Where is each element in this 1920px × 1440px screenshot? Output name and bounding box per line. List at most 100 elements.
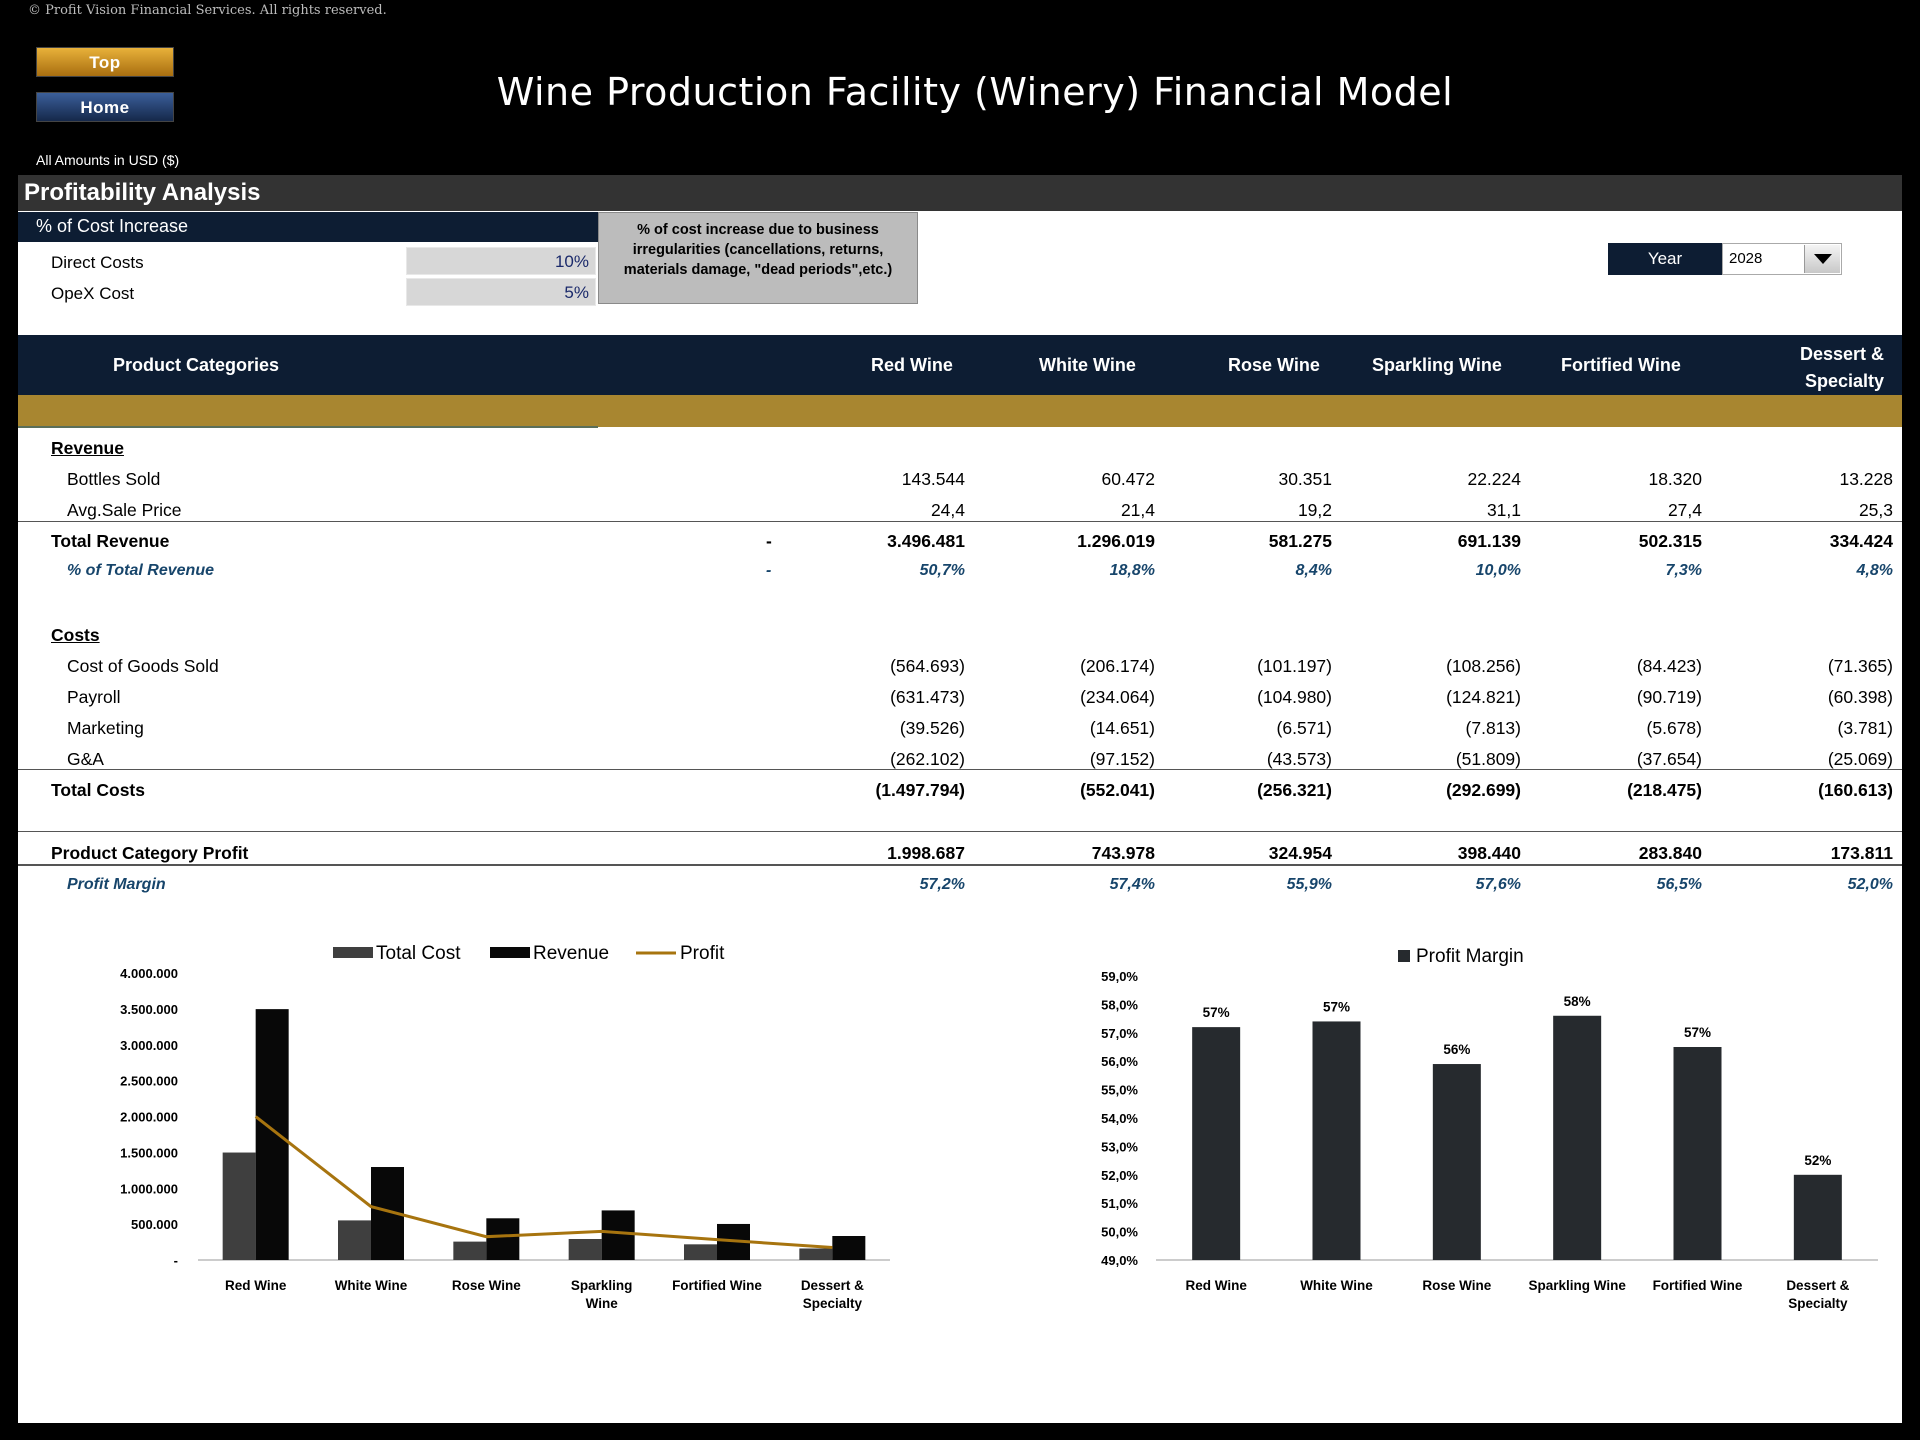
table-cell: 56,5% [1656,876,1702,893]
table-cell: 691.139 [1457,531,1521,551]
row-label: % of Total Revenue [67,562,214,579]
y-tick-label: 49,0% [1101,1253,1138,1268]
cost-increase-heading-text: % of Cost Increase [36,216,189,236]
y-tick-label: - [174,1253,178,1268]
y-tick-label: 2.500.000 [120,1074,178,1089]
y-tick-label: 3.500.000 [120,1002,178,1017]
table-cell: 502.315 [1638,531,1702,551]
header-red-wine: Red Wine [871,355,953,375]
row-divider [18,769,1902,770]
table-row: Payroll (631.473) (234.064) (104.980) (124.8… [18,682,1902,712]
direct-costs-input[interactable]: 10% [406,247,596,275]
table-cell: (25.069) [1827,749,1893,769]
table-cell: 173.811 [1830,843,1893,863]
table-cell: 50,7% [919,562,965,579]
table-row: Marketing (39.526) (14.651) (6.571) (7.813) (… [18,713,1902,743]
row-label: G&A [67,749,104,769]
top-button[interactable]: Top [36,47,174,77]
y-tick-label: 51,0% [1101,1196,1138,1211]
bar-total-cost [453,1241,487,1260]
data-label: 57% [1203,1005,1230,1020]
legend-revenue-swatch [490,947,530,958]
home-button[interactable]: Home [36,92,174,122]
table-row: Bottles Sold 143.544 60.472 30.351 22.224 18.… [18,464,1902,494]
table-cell: (631.473) [890,687,965,707]
row-label: Revenue [51,438,124,458]
table-cell: 25,3 [1858,500,1893,520]
table-header: Product Categories Red Wine White Wine R… [18,335,1902,395]
y-tick-label: 4.000.000 [120,966,178,981]
bar-total-cost [799,1248,833,1260]
table-cell: (256.321) [1257,780,1332,800]
row-label: Marketing [67,718,144,738]
table-cell: 283.840 [1638,843,1702,863]
x-category-label-line: Fortified Wine [672,1278,762,1293]
table-cell: (564.693) [890,656,965,676]
y-tick-label: 3.000.000 [120,1038,178,1053]
data-label: 57% [1684,1025,1711,1040]
table-cell: (5.678) [1646,718,1702,738]
table-cell: 57,6% [1475,876,1521,893]
data-label: 56% [1443,1042,1470,1057]
table-cell: (43.573) [1266,749,1332,769]
table-cell: (3.781) [1837,718,1893,738]
table-cell: (51.809) [1455,749,1521,769]
table-cell: 581.275 [1268,531,1332,551]
table-cell: (84.423) [1636,656,1702,676]
table-cell: (218.475) [1627,780,1702,800]
row-dash: - [766,562,772,579]
x-category-label: White Wine [335,1278,408,1293]
table-row: Revenue [18,433,1902,463]
table-row: Costs [18,620,1902,650]
bar-total-cost [222,1152,256,1260]
y-tick-label: 59,0% [1101,969,1138,984]
x-category-label-line: White Wine [335,1278,408,1293]
table-cell: (104.980) [1257,687,1332,707]
bar-revenue [832,1236,866,1260]
table-cell: (101.197) [1257,656,1332,676]
section-title: Profitability Analysis [24,179,261,206]
profit-line [254,1115,833,1250]
x-category-label: Rose Wine [452,1278,521,1293]
header-product-categories: Product Categories [113,355,280,375]
row-label: Total Revenue [51,531,170,551]
table-cell: 57,2% [919,876,965,893]
opex-cost-label: OpeX Cost [51,284,135,303]
table-cell: (6.571) [1276,718,1332,738]
table-cell: 18.320 [1648,469,1702,489]
table-cell: 3.496.481 [887,531,965,551]
table-cell: 57,4% [1109,876,1155,893]
table-row: Product Category Profit 1.998.687 743.978 3… [18,838,1902,868]
table-row: Profit Margin 57,2% 57,4% 55,9% 57,6% 56,5% 52… [18,871,1902,901]
table-cell: 7,3% [1665,562,1702,579]
chevron-down-icon[interactable] [1804,245,1840,273]
x-category-label-line: Red Wine [225,1278,287,1293]
table-cell: (206.174) [1080,656,1155,676]
legend-profit-label: Profit [680,943,725,964]
page-title: Wine Production Facility (Winery) Financ… [496,70,1454,114]
table-cell: 8,4% [1295,562,1332,579]
bar-revenue [255,1009,289,1260]
gold-band [18,395,1902,427]
table-cell: 143.544 [901,469,965,489]
table-row: Total Costs (1.497.794) (552.041) (256.321)… [18,775,1902,805]
table-cell: (60.398) [1827,687,1893,707]
table-cell: 4,8% [1856,562,1893,579]
x-category-label: Dessert & Specialty [801,1278,864,1311]
gold-underline [18,426,598,428]
year-select[interactable]: 2028 [1722,243,1842,275]
y-tick-label: 53,0% [1101,1139,1138,1154]
row-divider [18,521,1902,522]
y-tick-label: 52,0% [1101,1168,1138,1183]
opex-cost-input[interactable]: 5% [406,278,596,306]
x-category-label: Sparkling Wine [1528,1278,1626,1293]
x-category-label: Red Wine [1185,1278,1247,1293]
table-cell: 27,4 [1667,500,1702,520]
x-category-label: Sparkling Wine [571,1278,633,1311]
table-cell: 21,4 [1120,500,1155,520]
x-category-label: Fortified Wine [672,1278,762,1293]
bar-total-cost [568,1238,602,1260]
table-cell: (292.699) [1446,780,1521,800]
x-category-label: Fortified Wine [1653,1278,1743,1293]
table-cell: (7.813) [1465,718,1521,738]
